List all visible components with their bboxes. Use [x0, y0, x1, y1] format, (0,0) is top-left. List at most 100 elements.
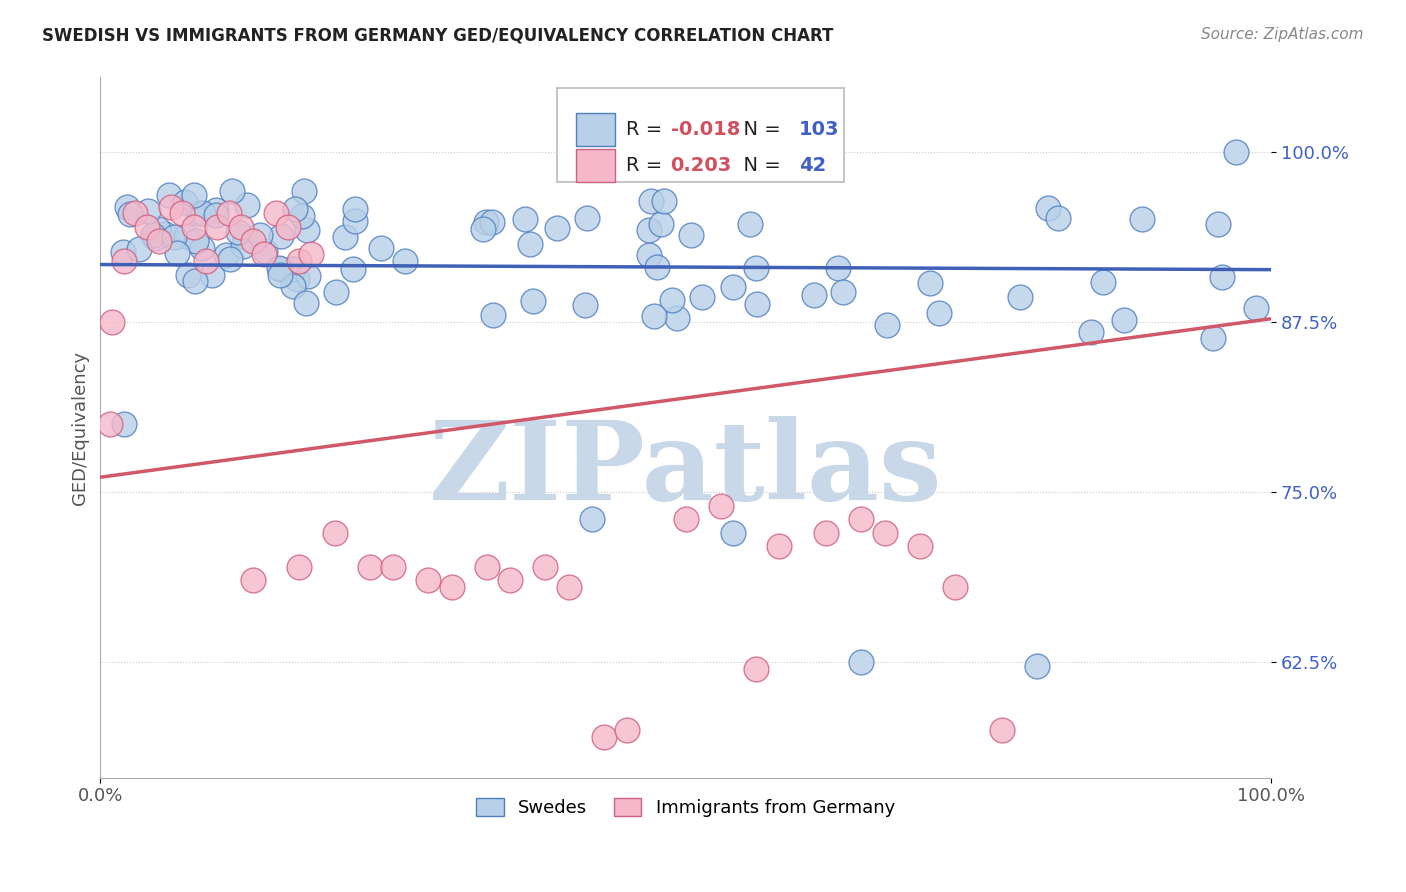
Point — [475, 215, 498, 229]
Point — [546, 221, 568, 235]
Point — [146, 222, 169, 236]
Point — [183, 188, 205, 202]
Point — [522, 293, 544, 308]
Point — [650, 217, 672, 231]
Point — [205, 202, 228, 217]
Point — [1026, 659, 1049, 673]
Point — [249, 228, 271, 243]
Point — [295, 223, 318, 237]
FancyBboxPatch shape — [575, 149, 616, 182]
Text: Source: ZipAtlas.com: Source: ZipAtlas.com — [1201, 27, 1364, 42]
Point — [745, 662, 768, 676]
Point — [183, 219, 205, 234]
Point — [173, 194, 195, 209]
Text: N =: N = — [731, 120, 787, 138]
Point — [745, 260, 768, 275]
Point — [264, 206, 287, 220]
Point — [738, 217, 761, 231]
Y-axis label: GED/Equivalency: GED/Equivalency — [72, 351, 89, 505]
Text: ZIPatlas: ZIPatlas — [429, 416, 942, 523]
Point — [201, 268, 224, 282]
Point — [645, 260, 668, 274]
Point — [148, 234, 170, 248]
Point — [721, 279, 744, 293]
Point — [277, 219, 299, 234]
Point — [232, 239, 254, 253]
Point — [142, 227, 165, 242]
Point — [1225, 145, 1247, 160]
Point — [120, 207, 142, 221]
Point — [652, 194, 675, 208]
Point — [666, 310, 689, 325]
Point — [991, 723, 1014, 737]
Point — [815, 525, 838, 540]
Point — [1080, 326, 1102, 340]
Point — [270, 229, 292, 244]
Point — [690, 290, 713, 304]
Point — [112, 254, 135, 268]
Point — [382, 559, 405, 574]
Point — [344, 214, 367, 228]
Point — [1112, 312, 1135, 326]
Point — [675, 512, 697, 526]
Legend: Swedes, Immigrants from Germany: Swedes, Immigrants from Germany — [470, 790, 903, 824]
Point — [98, 417, 121, 431]
Point — [344, 202, 367, 216]
Text: N =: N = — [731, 156, 787, 176]
Point — [294, 296, 316, 310]
Point — [215, 248, 238, 262]
Point — [193, 206, 215, 220]
Point — [174, 228, 197, 243]
Point — [242, 574, 264, 588]
Point — [253, 247, 276, 261]
Point — [1092, 275, 1115, 289]
Point — [643, 310, 665, 324]
Point — [287, 272, 309, 286]
Point — [159, 200, 181, 214]
Point — [236, 198, 259, 212]
Point — [177, 268, 200, 282]
Point — [269, 261, 291, 276]
Point — [557, 580, 579, 594]
Point — [482, 308, 505, 322]
Point — [638, 248, 661, 262]
Point — [292, 185, 315, 199]
Point — [640, 194, 662, 208]
Point — [284, 202, 307, 216]
Point — [172, 206, 194, 220]
Point — [242, 234, 264, 248]
FancyBboxPatch shape — [557, 88, 844, 183]
Text: R =: R = — [626, 156, 668, 176]
Point — [281, 278, 304, 293]
Point — [616, 723, 638, 737]
Text: 103: 103 — [799, 120, 839, 138]
Point — [851, 655, 873, 669]
Point — [908, 540, 931, 554]
Text: 42: 42 — [799, 156, 827, 176]
Point — [183, 274, 205, 288]
Point — [218, 206, 240, 220]
Point — [111, 244, 134, 259]
Point — [323, 525, 346, 540]
Point — [128, 242, 150, 256]
Point — [194, 254, 217, 268]
Point — [281, 261, 304, 276]
Point — [471, 222, 494, 236]
Text: R =: R = — [626, 120, 668, 138]
Point — [288, 559, 311, 574]
Point — [710, 499, 733, 513]
Point — [157, 187, 180, 202]
Point — [136, 219, 159, 234]
Point — [112, 417, 135, 431]
Point — [221, 184, 243, 198]
Point — [721, 525, 744, 540]
Point — [943, 580, 966, 594]
Point — [325, 285, 347, 300]
Point — [117, 200, 139, 214]
Point — [370, 241, 392, 255]
Point — [188, 205, 211, 219]
Point — [233, 230, 256, 244]
Point — [207, 219, 229, 234]
Point — [288, 254, 311, 268]
Point — [136, 203, 159, 218]
